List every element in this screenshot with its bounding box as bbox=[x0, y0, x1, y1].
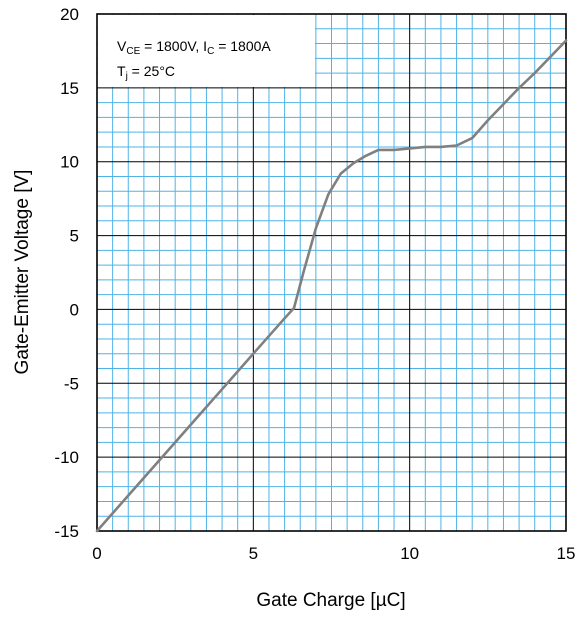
annotation-background bbox=[98, 15, 315, 87]
x-tick-label: 5 bbox=[249, 544, 258, 563]
y-tick-label: 15 bbox=[60, 79, 79, 98]
y-tick-label: 5 bbox=[70, 227, 79, 246]
annotation-line: VCE = 1800V, IC = 1800A bbox=[117, 38, 271, 57]
plot-frame bbox=[96, 13, 567, 532]
y-tick-label: 10 bbox=[60, 153, 79, 172]
y-tick-label: -10 bbox=[54, 448, 79, 467]
x-tick-label: 10 bbox=[400, 544, 419, 563]
x-tick-label: 0 bbox=[92, 544, 101, 563]
series-layer bbox=[95, 39, 568, 533]
x-tick-labels: 0 5 10 15 bbox=[92, 544, 575, 563]
chart-grid-major bbox=[97, 14, 566, 531]
annotation-box: VCE = 1800V, IC = 1800A Tj = 25°C bbox=[98, 15, 315, 87]
annotation-line: Tj = 25°C bbox=[117, 63, 175, 82]
x-axis-title: Gate Charge [µC] bbox=[256, 590, 405, 611]
y-tick-labels: -15 -10 -5 0 5 10 15 20 bbox=[54, 5, 79, 541]
y-tick-label: -15 bbox=[54, 522, 79, 541]
y-tick-label: 0 bbox=[70, 300, 79, 319]
y-tick-label: 20 bbox=[60, 5, 79, 24]
y-tick-label: -5 bbox=[64, 374, 79, 393]
y-axis-title: Gate-Emitter Voltage [V] bbox=[12, 170, 33, 375]
series-line bbox=[95, 39, 568, 533]
chart-grid-fine bbox=[97, 14, 566, 531]
x-tick-label: 15 bbox=[557, 544, 576, 563]
